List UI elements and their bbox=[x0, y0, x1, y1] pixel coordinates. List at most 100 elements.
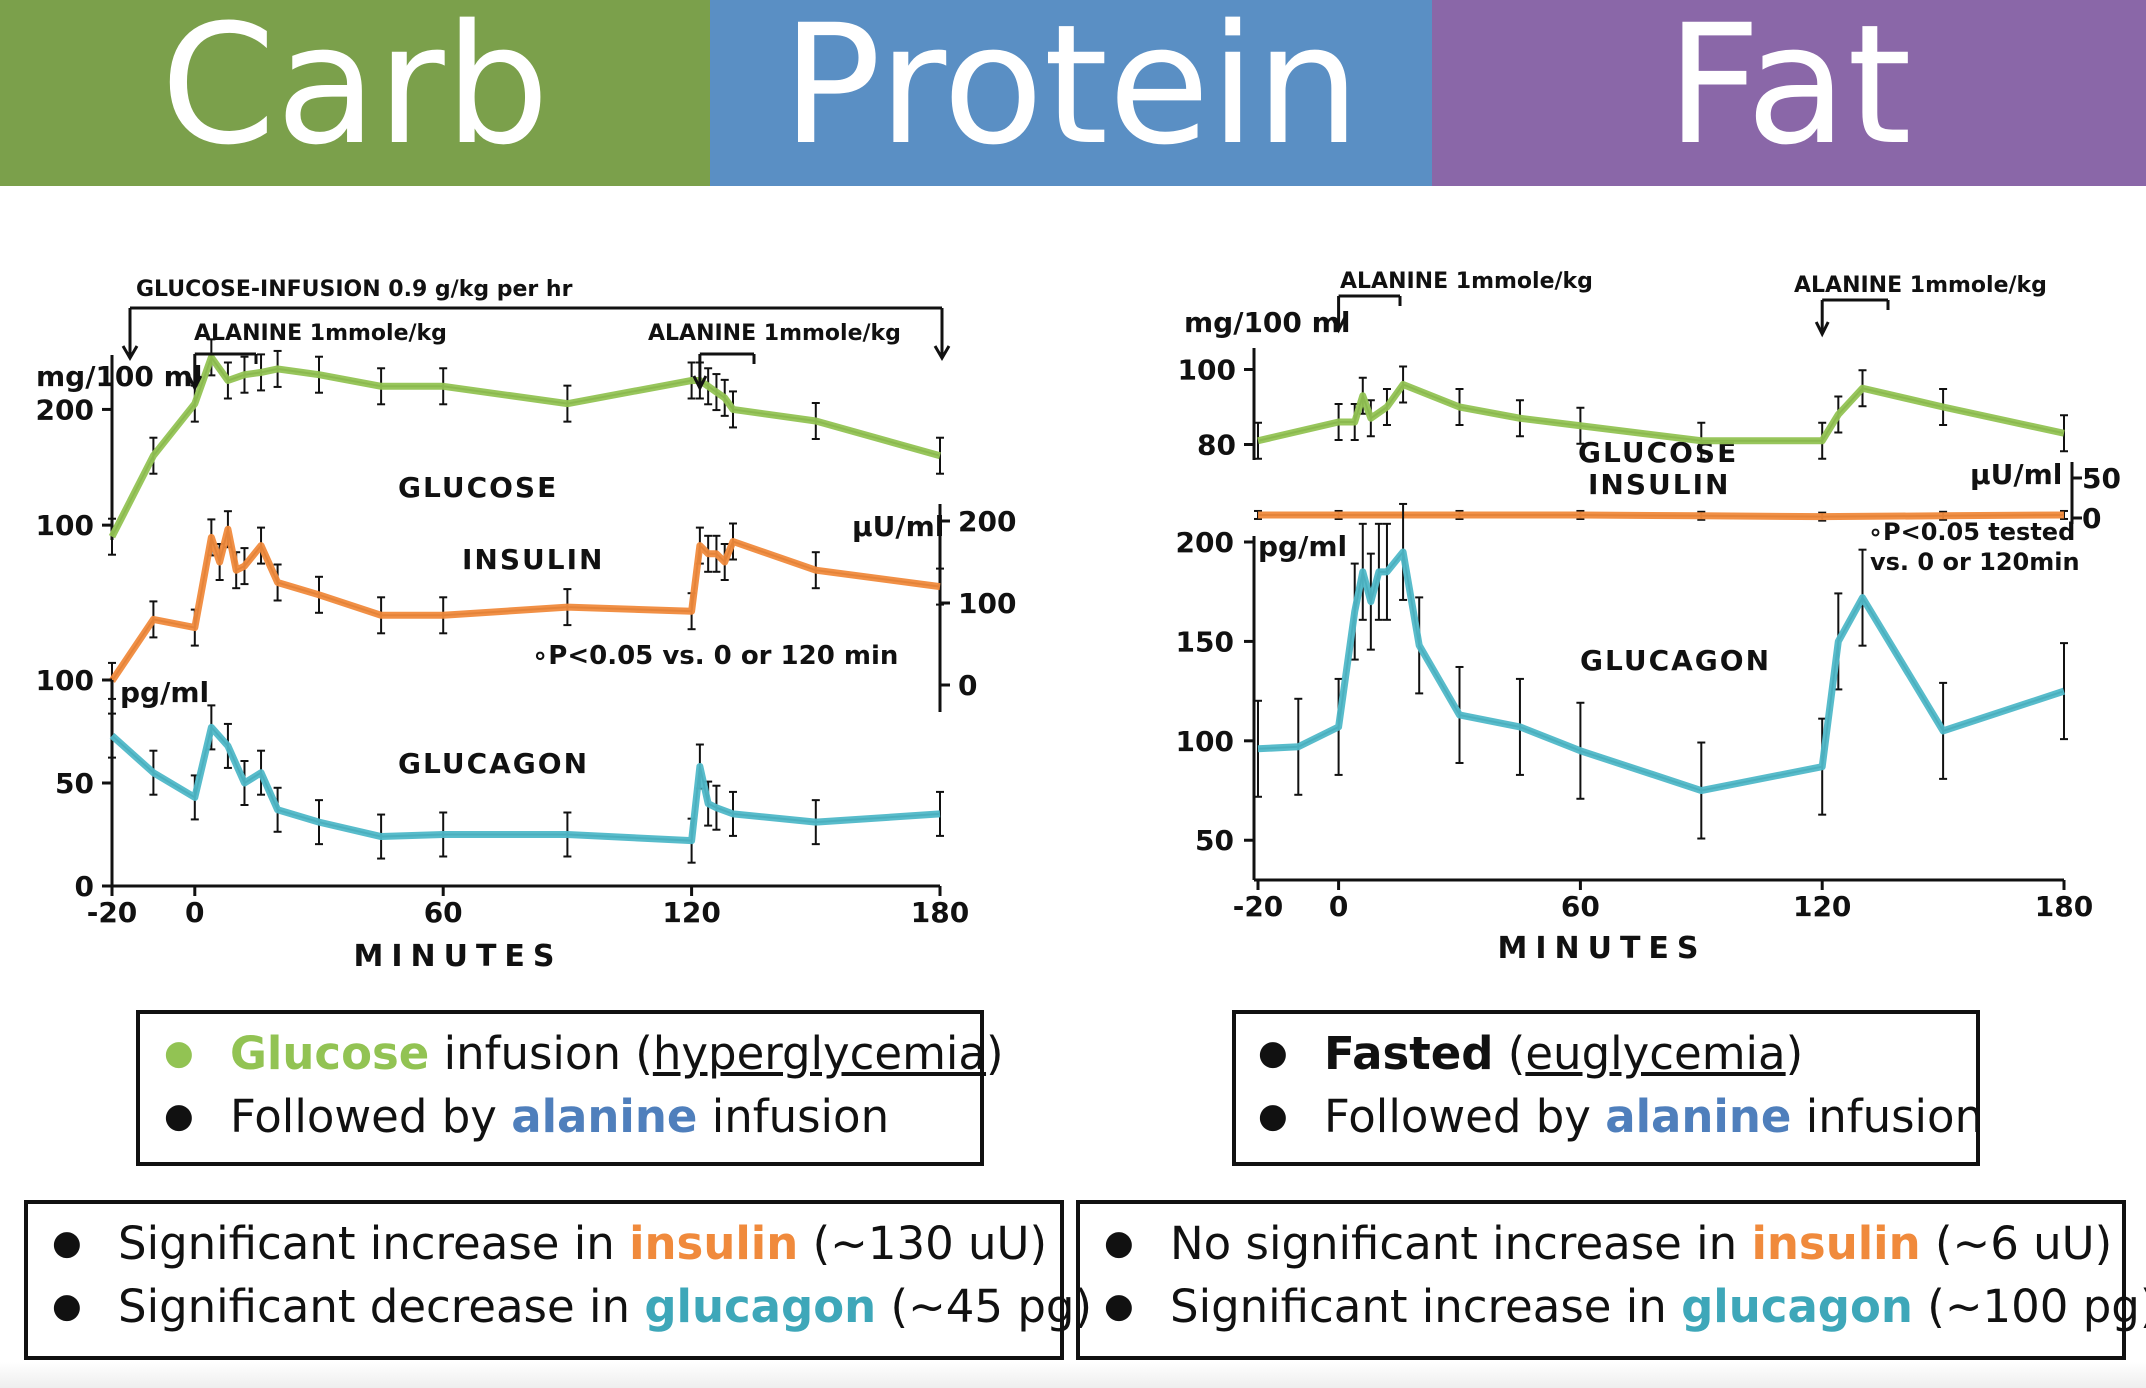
infusion-annotation: GLUCOSE-INFUSION 0.9 g/kg per hr bbox=[136, 277, 573, 302]
y-tick-label: 150 bbox=[1176, 625, 1234, 658]
bullet: ● bbox=[52, 1223, 82, 1263]
unit-label: pg/ml bbox=[120, 676, 209, 709]
text: Significant increase in bbox=[118, 1217, 630, 1270]
x-tick-label: 120 bbox=[662, 896, 720, 929]
significance-note: ∘P<0.05 vs. 0 or 120 min bbox=[532, 641, 898, 671]
series-label: INSULIN bbox=[462, 543, 604, 576]
text: infusion bbox=[697, 1090, 890, 1143]
unit-label: mg/100 ml bbox=[1184, 306, 1350, 339]
text: (~130 uU) bbox=[798, 1217, 1048, 1270]
bullet: ● bbox=[52, 1286, 82, 1326]
left-result-item-2: ● Significant decrease in glucagon (~45 p… bbox=[52, 1275, 1092, 1338]
arrow-head bbox=[187, 375, 203, 392]
series-line-outline bbox=[111, 355, 941, 538]
significance-note: vs. 0 or 120min bbox=[1870, 548, 2080, 576]
insulin-word: insulin bbox=[1751, 1217, 1921, 1270]
x-tick-label: 60 bbox=[1561, 890, 1600, 923]
left-result-item-1: ● Significant increase in insulin (~130 u… bbox=[52, 1212, 1060, 1275]
glucagon-word: glucagon bbox=[644, 1280, 877, 1333]
unit-label: µU/ml bbox=[1970, 458, 2062, 491]
x-tick-label: 60 bbox=[424, 896, 463, 929]
fasted-word: Fasted bbox=[1324, 1027, 1494, 1080]
alanine-annotation: ALANINE 1mmole/kg bbox=[194, 321, 447, 346]
text: Significant decrease in bbox=[118, 1280, 645, 1333]
series-label: GLUCAGON bbox=[398, 747, 589, 780]
arrow-head bbox=[933, 345, 951, 361]
alanine-annotation: ALANINE 1mmole/kg bbox=[648, 321, 901, 346]
text: infusion ( bbox=[429, 1027, 653, 1080]
alanine-annotation: ALANINE 1mmole/kg bbox=[1340, 269, 1593, 294]
x-axis-label: MINUTES bbox=[353, 939, 562, 974]
header-protein: Protein bbox=[710, 0, 1432, 186]
insulin-tick-label: 100 bbox=[958, 587, 1016, 620]
right-result-item-1: ● No significant increase in insulin (~6 … bbox=[1104, 1212, 2122, 1275]
header-protein-label: Protein bbox=[781, 0, 1361, 181]
arrow-head bbox=[1814, 321, 1830, 338]
series-line-insulin bbox=[109, 525, 941, 683]
arrow-head bbox=[121, 345, 139, 361]
bottom-edge-shade bbox=[0, 1362, 2146, 1388]
text: ( bbox=[1493, 1027, 1526, 1080]
y-tick-label: 100 bbox=[1176, 725, 1234, 758]
text: (~100 pg) bbox=[1912, 1280, 2146, 1333]
significance-note: ∘P<0.05 tested bbox=[1868, 518, 2075, 546]
x-tick-label: 120 bbox=[1793, 890, 1851, 923]
x-tick-label: 0 bbox=[185, 896, 204, 929]
alanine-word: alanine bbox=[1605, 1090, 1792, 1143]
x-tick-label: 180 bbox=[2035, 890, 2093, 923]
series-line-glucose bbox=[108, 353, 941, 539]
right-condition-item-1: ● Fasted (euglycemia) bbox=[1258, 1022, 1976, 1085]
y-tick-label: 80 bbox=[1197, 429, 1236, 462]
y-tick-label: 100 bbox=[1178, 354, 1236, 387]
right-result-box: ● No significant increase in insulin (~6 … bbox=[1076, 1200, 2146, 1360]
series-label: INSULIN bbox=[1588, 468, 1730, 501]
y-tick-label: 0 bbox=[75, 870, 94, 903]
text: (~45 pg) bbox=[876, 1280, 1093, 1333]
unit-label: µU/ml bbox=[852, 510, 944, 543]
text: ) bbox=[1785, 1027, 1804, 1080]
alanine-word: alanine bbox=[511, 1090, 698, 1143]
insulin-word: insulin bbox=[629, 1217, 799, 1270]
text: Significant increase in bbox=[1170, 1280, 1682, 1333]
series-line-glucose bbox=[1257, 381, 2065, 445]
insulin-tick-label: 50 bbox=[2082, 462, 2121, 495]
insulin-tick-label: 200 bbox=[958, 505, 1016, 538]
text: ) bbox=[986, 1027, 1004, 1080]
x-tick-label: 180 bbox=[911, 896, 969, 929]
arrow-head bbox=[692, 375, 708, 392]
series-label: GLUCOSE bbox=[398, 471, 558, 504]
header-carb: Carb bbox=[0, 0, 710, 186]
text: No significant increase in bbox=[1170, 1217, 1752, 1270]
x-axis-label: MINUTES bbox=[1497, 931, 1706, 966]
insulin-tick-label: 0 bbox=[2082, 502, 2101, 535]
series-line-insulin bbox=[1258, 511, 2065, 521]
right-result-item-2: ● Significant increase in glucagon (~100 … bbox=[1104, 1275, 2146, 1338]
bullet: ● bbox=[1258, 1096, 1288, 1136]
left-condition-item-1: ● Glucose infusion (hyperglycemia) bbox=[164, 1022, 1004, 1085]
header-carb-label: Carb bbox=[160, 0, 550, 181]
glucose-word: Glucose bbox=[230, 1027, 430, 1080]
x-tick-label: -20 bbox=[1233, 890, 1284, 923]
left-condition-box: ● Glucose infusion (hyperglycemia) ● Follo… bbox=[136, 1010, 1004, 1166]
arrow-head bbox=[1331, 317, 1346, 334]
y-tick-label: 50 bbox=[1195, 824, 1234, 857]
glucagon-word: glucagon bbox=[1681, 1280, 1913, 1333]
text: infusion bbox=[1791, 1090, 1984, 1143]
bullet: ● bbox=[1104, 1286, 1134, 1326]
x-tick-label: -20 bbox=[87, 896, 138, 929]
bullet: ● bbox=[1258, 1033, 1288, 1073]
y-tick-label: 100 bbox=[36, 664, 94, 697]
left-result-box: ● Significant increase in insulin (~130 u… bbox=[24, 1200, 1092, 1360]
text: Followed by bbox=[230, 1090, 512, 1143]
series-line-glucagon bbox=[109, 723, 941, 845]
header-fat: Fat bbox=[1432, 0, 2146, 186]
x-tick-label: 0 bbox=[1329, 890, 1348, 923]
text: Followed by bbox=[1324, 1090, 1606, 1143]
left-condition-item-2: ● Followed by alanine infusion bbox=[164, 1085, 980, 1148]
insulin-tick-label: 0 bbox=[958, 669, 977, 702]
right-condition-box: ● Fasted (euglycemia) ● Followed by alanin… bbox=[1232, 1010, 1983, 1166]
y-tick-label: 200 bbox=[36, 393, 94, 426]
right-condition-item-2: ● Followed by alanine infusion bbox=[1258, 1085, 1983, 1148]
unit-label: mg/100 ml bbox=[36, 360, 202, 393]
